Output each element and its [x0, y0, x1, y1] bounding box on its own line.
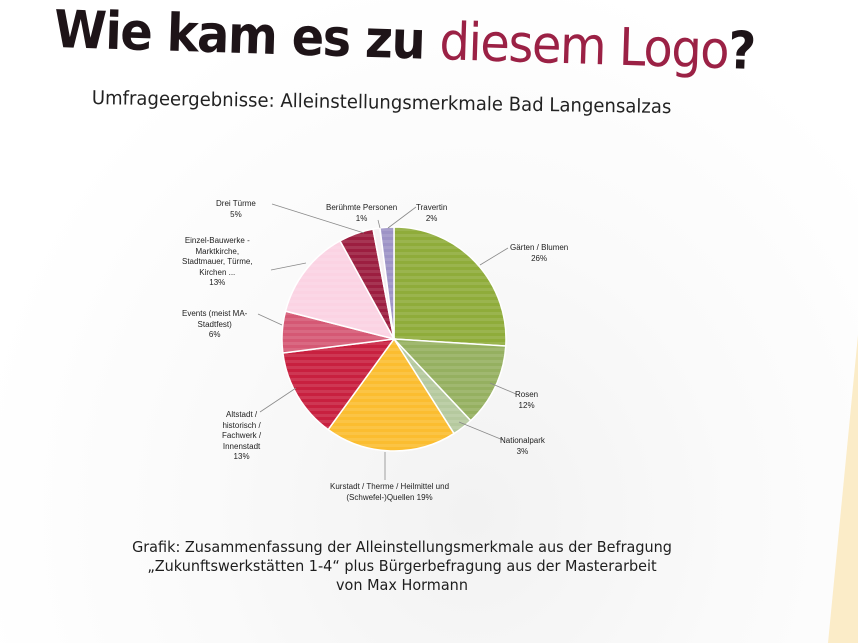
slice-texture — [394, 339, 471, 434]
slice-label: Travertin 2% — [416, 203, 448, 223]
slice-texture — [340, 228, 394, 339]
slice-texture — [328, 339, 455, 451]
slice-texture — [282, 339, 394, 430]
chart-caption: Grafik: Zusammenfassung der Alleinstellu… — [86, 538, 718, 595]
slice-label: Berühmte Personen 1% — [326, 203, 398, 223]
slice-label: Kurstadt / Therme / Heilmittel und (Schw… — [330, 482, 450, 502]
leader-line — [387, 206, 417, 229]
slice-texture — [285, 240, 394, 339]
caption-line-2: „Zukunftswerkstätten 1-4“ plus Bürgerbef… — [147, 557, 657, 575]
slice-label: Einzel-Bauwerke - Marktkirche, Stadtmaue… — [182, 236, 253, 287]
slice-texture — [394, 227, 507, 347]
slice-label: Rosen 12% — [515, 390, 539, 410]
leader-line — [377, 219, 381, 229]
leader-line — [270, 262, 307, 271]
slice-label: Gärten / Blumen 26% — [510, 243, 569, 263]
slice-texture — [373, 227, 394, 339]
caption-line-3: von Max Hormann — [336, 576, 468, 594]
pie-slices — [281, 226, 507, 452]
slice-label: Events (meist MA- Stadtfest) 6% — [182, 309, 248, 339]
slice-texture — [379, 227, 394, 339]
leader-lines — [257, 203, 517, 480]
leader-line — [489, 382, 517, 395]
leader-line — [271, 203, 365, 234]
caption-line-1: Grafik: Zusammenfassung der Alleinstellu… — [132, 538, 672, 556]
slice-texture — [281, 311, 394, 354]
slice-label: Drei Türme 5% — [216, 199, 256, 219]
slice-label: Nationalpark 3% — [500, 436, 545, 456]
slice-texture — [394, 339, 506, 421]
leader-line — [259, 387, 297, 413]
leader-line — [257, 313, 283, 326]
leader-line — [479, 247, 509, 266]
leader-line — [458, 421, 504, 441]
slice-label: Altstadt / historisch / Fachwerk / Innen… — [222, 410, 262, 461]
